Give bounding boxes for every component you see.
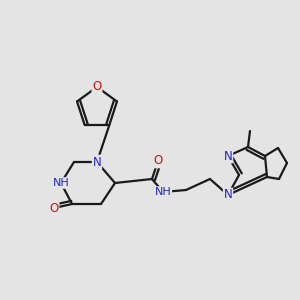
Text: NH: NH [52, 178, 69, 188]
Text: O: O [153, 154, 163, 167]
Text: N: N [224, 188, 232, 202]
Text: N: N [93, 155, 101, 169]
Text: O: O [50, 202, 58, 214]
Text: N: N [224, 149, 232, 163]
Text: NH: NH [154, 187, 171, 197]
Text: O: O [92, 80, 102, 94]
